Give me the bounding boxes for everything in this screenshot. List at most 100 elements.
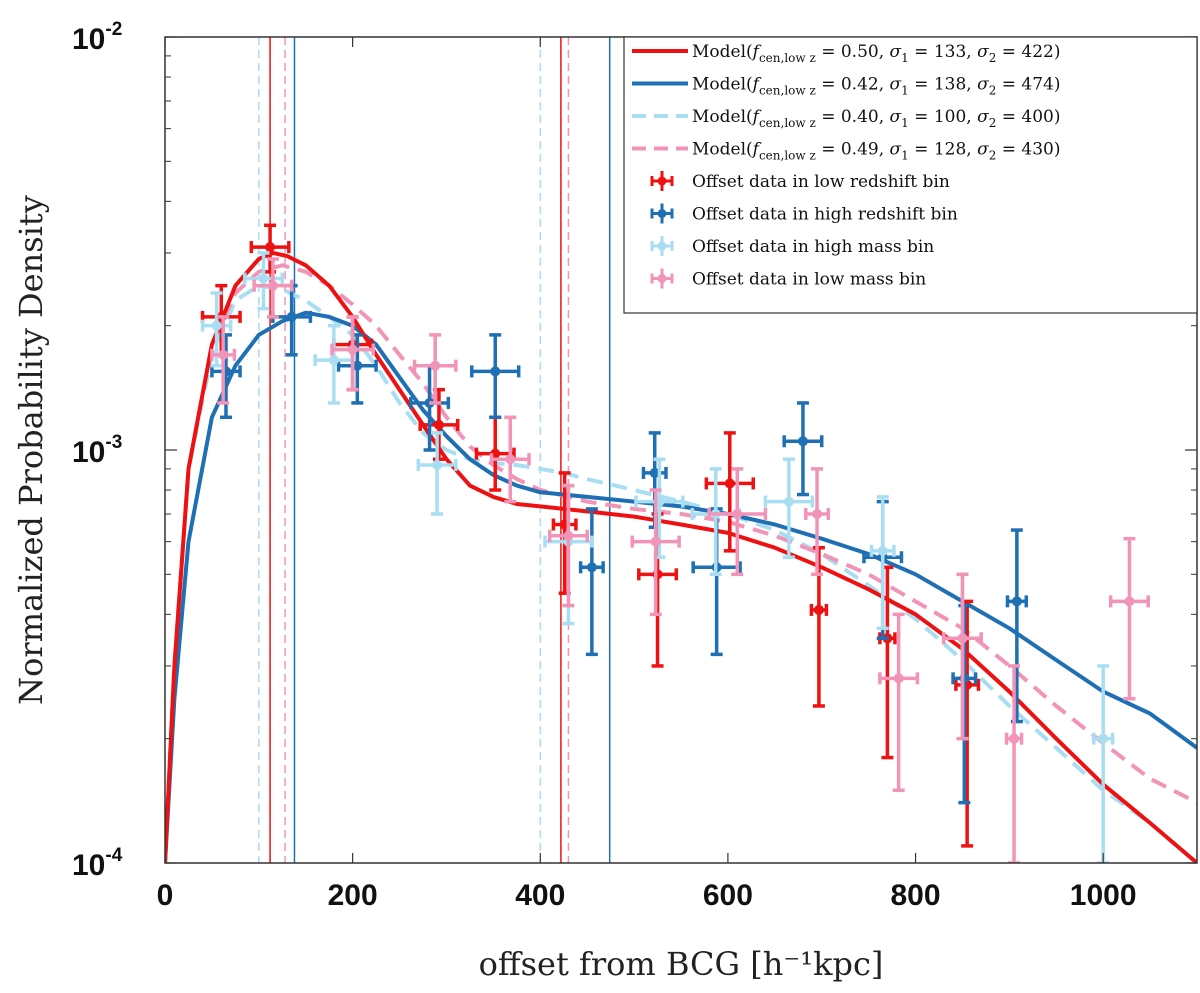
data-marker <box>218 349 229 360</box>
legend-label-part: σ <box>890 42 902 62</box>
legend-label-part: Model( <box>692 140 753 160</box>
legend-label: Model(fcen,low z = 0.40, σ1 = 100, σ2 = … <box>692 107 1060 130</box>
y-tick-label: 10-3 <box>72 432 122 469</box>
legend-box <box>623 36 1198 314</box>
y-tick-exponent: -3 <box>105 432 122 453</box>
legend-label-part: = 133, <box>909 42 977 62</box>
data-marker <box>893 673 904 684</box>
data-marker <box>813 604 824 615</box>
legend-label-part: f <box>751 107 762 127</box>
data-point-2-7 <box>763 457 815 559</box>
data-marker <box>1124 596 1135 607</box>
legend-entry-1: Model(fcen,low z = 0.42, σ1 = 138, σ2 = … <box>632 75 1060 98</box>
data-point-1-5 <box>578 507 605 657</box>
data-point-2-8 <box>869 495 896 631</box>
data-point-1-8 <box>782 401 824 497</box>
legend-label-part: Model( <box>692 75 753 95</box>
x-tick-label: 600 <box>703 879 753 912</box>
data-marker <box>812 508 823 519</box>
legend-label-part: σ <box>890 75 902 95</box>
x-tick-label: 1000 <box>1070 879 1137 912</box>
data-marker <box>957 633 968 644</box>
legend-label-part: cen,low z <box>759 116 816 130</box>
legend-label-part: Model( <box>692 42 753 62</box>
legend-label-part: σ <box>977 75 989 95</box>
data-marker <box>1011 596 1022 607</box>
legend-label-part: σ <box>890 107 902 127</box>
data-marker <box>797 436 808 447</box>
data-point-3-8 <box>804 467 831 577</box>
legend-label-part: f <box>751 140 762 160</box>
legend-label-part: = 422) <box>996 42 1060 62</box>
data-series-2 <box>200 251 1115 863</box>
data-marker <box>430 360 441 371</box>
data-point-1-2 <box>336 333 378 405</box>
legend-label-part: cen,low z <box>759 51 816 65</box>
data-marker <box>1098 733 1109 744</box>
data-marker <box>586 562 597 573</box>
legend: Model(fcen,low z = 0.50, σ1 = 133, σ2 = … <box>623 36 1198 314</box>
legend-entry-3: Model(fcen,low z = 0.49, σ1 = 128, σ2 = … <box>632 140 1060 163</box>
legend-marker <box>657 176 667 186</box>
x-tick-label: 800 <box>891 879 941 912</box>
legend-label-part: = 0.40, <box>816 107 890 127</box>
data-point-3-0 <box>210 315 237 405</box>
legend-label: Offset data in high mass bin <box>692 237 934 257</box>
data-point-2-2 <box>313 323 355 405</box>
y-axis-label: Normalized Probability Density <box>12 195 50 705</box>
data-point-1-11 <box>1005 528 1029 724</box>
y-tick-label: 10-2 <box>72 19 122 56</box>
legend-entry-7: Offset data in low mass bin <box>650 268 926 290</box>
data-marker <box>265 242 276 253</box>
data-point-2-1 <box>242 251 285 311</box>
legend-label: Model(fcen,low z = 0.50, σ1 = 133, σ2 = … <box>692 42 1060 65</box>
model-curve-1 <box>165 310 1197 863</box>
legend-label-part: f <box>751 75 762 95</box>
data-point-3-9 <box>878 612 920 793</box>
data-point-3-3 <box>412 333 458 405</box>
data-marker <box>650 536 661 547</box>
legend-label: Model(fcen,low z = 0.42, σ1 = 138, σ2 = … <box>692 75 1060 98</box>
legend-label: Offset data in low mass bin <box>692 270 926 290</box>
data-point-2-3 <box>416 431 458 516</box>
y-tick-exponent: -2 <box>105 19 122 40</box>
data-point-3-6 <box>630 488 681 617</box>
data-point-0-1 <box>249 223 291 274</box>
legend-label-part: 1 <box>901 149 909 163</box>
x-axis-label: offset from BCG [h⁻¹kpc] <box>479 945 884 983</box>
legend-marker <box>657 274 667 283</box>
legend-label-part: 1 <box>901 116 909 130</box>
legend-label-part: 1 <box>901 84 909 98</box>
data-marker <box>267 280 278 291</box>
data-marker <box>433 419 444 430</box>
data-marker <box>432 459 443 470</box>
data-point-3-4 <box>489 415 531 504</box>
legend-label-part: = 474) <box>996 75 1060 95</box>
data-marker <box>258 273 269 284</box>
y-tick-base: 10 <box>72 23 105 56</box>
data-point-3-12 <box>1108 536 1150 701</box>
legend-entry-6: Offset data in high mass bin <box>650 236 934 257</box>
legend-label-part: 2 <box>989 149 997 163</box>
data-series-3 <box>210 257 1150 863</box>
legend-label-part: 2 <box>989 116 997 130</box>
legend-label-part: f <box>751 42 762 62</box>
legend-label-part: = 100, <box>909 107 977 127</box>
data-marker <box>328 355 339 366</box>
data-marker <box>505 454 516 465</box>
legend-entry-0: Model(fcen,low z = 0.50, σ1 = 133, σ2 = … <box>632 42 1060 65</box>
x-tick-label: 200 <box>328 879 378 912</box>
y-tick-base: 10 <box>72 436 105 469</box>
legend-label-part: 2 <box>989 51 997 65</box>
legend-label-part: = 430) <box>996 140 1060 160</box>
data-marker <box>732 508 743 519</box>
data-point-3-2 <box>330 315 376 392</box>
data-marker <box>347 344 358 355</box>
data-marker <box>1009 733 1020 744</box>
data-marker <box>563 530 574 541</box>
data-point-2-10 <box>1092 664 1115 863</box>
vertical-lines <box>258 37 611 863</box>
legend-label-part: cen,low z <box>759 149 816 163</box>
